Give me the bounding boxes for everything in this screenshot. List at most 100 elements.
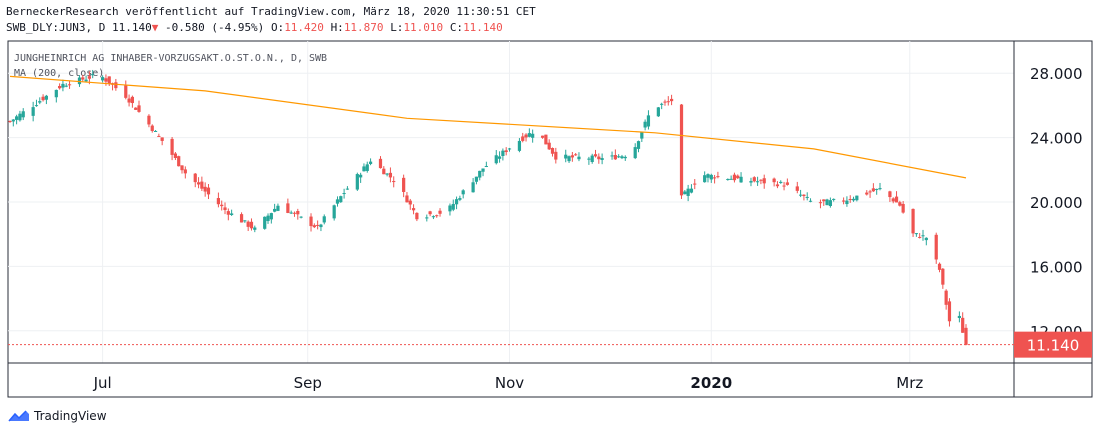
brand-label: TradingView bbox=[34, 409, 107, 423]
candle-body bbox=[230, 213, 234, 215]
candle-body bbox=[246, 221, 250, 227]
candle-body bbox=[620, 156, 624, 159]
chart-frame bbox=[7, 40, 1093, 398]
candle-body bbox=[868, 191, 872, 193]
candle-body bbox=[223, 207, 227, 211]
candle-body bbox=[689, 188, 694, 193]
candle-body bbox=[276, 205, 280, 211]
candle-body bbox=[759, 179, 763, 181]
candle-body bbox=[494, 155, 498, 164]
candle-body bbox=[957, 315, 961, 319]
candle-body bbox=[921, 235, 925, 237]
candles bbox=[8, 69, 968, 346]
candle-body bbox=[577, 156, 581, 160]
candle-body bbox=[703, 175, 707, 183]
candle-body bbox=[180, 165, 184, 171]
candle-body bbox=[345, 188, 350, 190]
candle-body bbox=[448, 205, 452, 212]
candle-body bbox=[54, 89, 58, 98]
candle-body bbox=[550, 148, 555, 154]
candle-body bbox=[309, 216, 313, 227]
candle-body bbox=[8, 121, 12, 123]
candle-body bbox=[924, 237, 928, 241]
tradingview-branding[interactable]: TradingView bbox=[8, 409, 107, 423]
candle-body bbox=[918, 236, 922, 238]
candle-body bbox=[130, 96, 135, 104]
candle-body bbox=[749, 181, 753, 183]
x-tick-label: Jul bbox=[93, 374, 112, 392]
candle-body bbox=[438, 210, 442, 214]
candle-body bbox=[107, 76, 111, 84]
candle-body bbox=[597, 156, 601, 160]
candle-body bbox=[451, 203, 455, 210]
candle-body bbox=[273, 208, 277, 212]
x-tick-label: Nov bbox=[495, 374, 524, 392]
last-price-marker bbox=[1014, 331, 1092, 358]
candle-body bbox=[554, 151, 558, 160]
candle-body bbox=[38, 101, 42, 103]
candle-body bbox=[200, 181, 204, 189]
indicator-label: MA (200, close) bbox=[14, 68, 104, 79]
candle-body bbox=[64, 85, 68, 87]
candle-body bbox=[286, 203, 290, 213]
candle-body bbox=[388, 172, 393, 178]
candle-body bbox=[474, 176, 479, 182]
candle-body bbox=[425, 217, 429, 219]
candle-body bbox=[292, 212, 297, 214]
candle-body bbox=[458, 198, 462, 200]
candle-body bbox=[216, 198, 221, 205]
candle-body bbox=[825, 199, 829, 206]
candle-body bbox=[544, 134, 548, 145]
candle-body bbox=[934, 234, 938, 260]
y-tick-label: 24.000 bbox=[1030, 130, 1083, 148]
candle-body bbox=[947, 301, 952, 322]
candle-body bbox=[656, 107, 660, 117]
candle-body bbox=[362, 166, 366, 172]
candle-body bbox=[193, 173, 197, 183]
candle-body bbox=[527, 133, 531, 137]
candle-body bbox=[124, 85, 128, 98]
candle-body bbox=[431, 216, 436, 218]
candle-body bbox=[706, 174, 710, 178]
candle-body bbox=[567, 156, 571, 162]
change-value: -0.580 (-4.95%) bbox=[164, 21, 265, 34]
candle-body bbox=[316, 224, 320, 226]
candle-body bbox=[772, 178, 776, 183]
candle-body bbox=[226, 211, 230, 215]
candle-body bbox=[623, 156, 627, 159]
candle-body bbox=[914, 233, 918, 235]
candle-body bbox=[590, 155, 594, 163]
candle-body bbox=[894, 196, 899, 203]
candle-body bbox=[296, 211, 300, 215]
candle-body bbox=[289, 212, 293, 214]
candle-body bbox=[822, 199, 826, 202]
candle-body bbox=[752, 177, 756, 182]
candle-body bbox=[709, 174, 713, 180]
candle-body bbox=[617, 156, 621, 158]
candle-body bbox=[239, 214, 244, 223]
candle-body bbox=[901, 203, 905, 213]
candle-body bbox=[587, 158, 591, 160]
publish-info: BerneckerResearch veröffentlicht auf Tra… bbox=[6, 5, 536, 18]
candle-body bbox=[547, 142, 551, 150]
candle-body bbox=[392, 181, 396, 183]
candle-body bbox=[134, 107, 138, 110]
candle-body bbox=[517, 140, 522, 151]
candle-body bbox=[633, 147, 637, 159]
candle-body bbox=[640, 132, 644, 139]
candle-body bbox=[11, 119, 15, 122]
candle-body bbox=[785, 182, 789, 185]
candle-body bbox=[104, 78, 108, 82]
candle-body bbox=[878, 188, 882, 190]
candle-body bbox=[335, 199, 340, 204]
candle-body bbox=[729, 178, 733, 180]
candle-body bbox=[382, 168, 386, 175]
candle-body bbox=[157, 135, 161, 137]
x-tick-label: Sep bbox=[294, 374, 322, 392]
candle-body bbox=[41, 96, 45, 101]
close-label: C: bbox=[449, 21, 464, 34]
candle-body bbox=[805, 196, 809, 198]
candle-body bbox=[716, 176, 720, 178]
candle-body bbox=[736, 175, 740, 179]
